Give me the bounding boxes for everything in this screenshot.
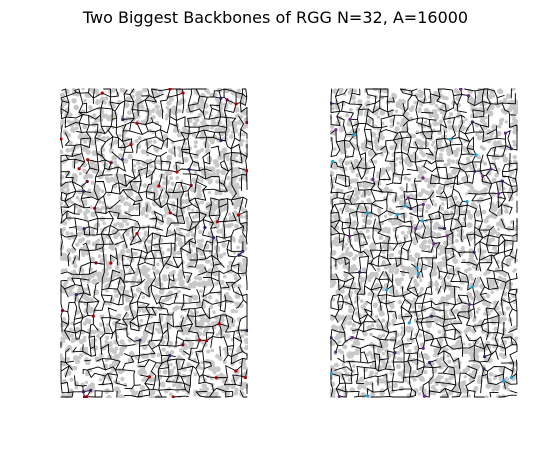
- endpoint-nodes: [330, 88, 513, 398]
- backbone-network-left: [60, 88, 248, 398]
- backbone-network-right: [330, 88, 518, 398]
- backbone-edges: [60, 88, 248, 398]
- backbone-edges: [330, 88, 518, 398]
- endpoint-nodes: [60, 88, 248, 398]
- backbone-panel-left: [60, 88, 248, 398]
- backbone-panel-right: [330, 88, 518, 398]
- figure-title: Two Biggest Backbones of RGG N=32, A=160…: [82, 8, 469, 27]
